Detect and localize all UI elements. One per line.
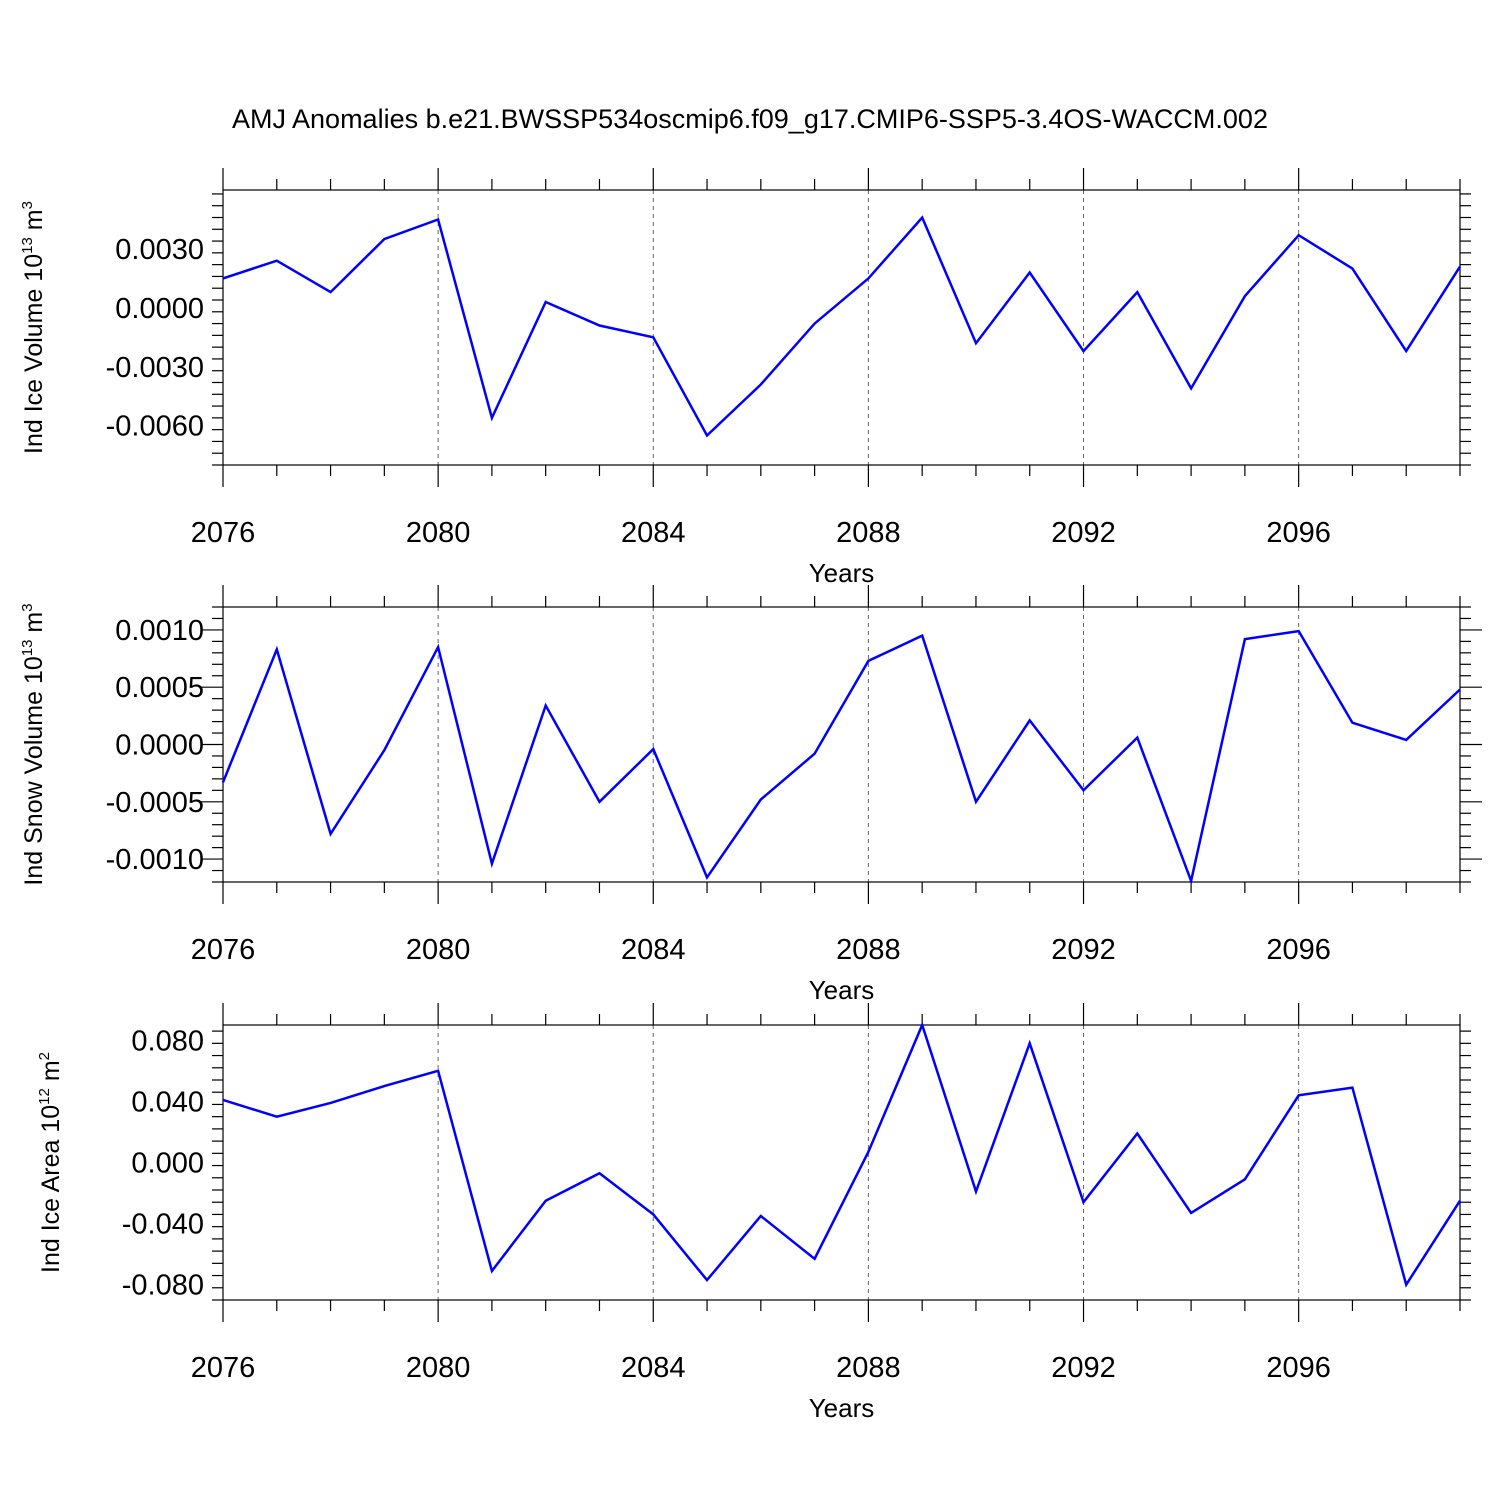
ice-volume-plot-frame: [222, 189, 1461, 466]
snow-volume-panel: 0.0010 0.0005 0.0000 -0.0005 -0.0010 2076 2080…: [19, 585, 1482, 1005]
ice-volume-x-tick-label: 2096: [1266, 517, 1331, 549]
ice-volume-y-axis-label: Ind Ice Volume 1013 m3: [19, 201, 48, 454]
snow-volume-x-tick-label: 2088: [836, 934, 901, 966]
snow-volume-x-tick-label: 2084: [621, 934, 686, 966]
snow-volume-y-tick-label: 0.0000: [115, 730, 204, 762]
ice-volume-y-tick-label: -0.0060: [106, 411, 204, 443]
snow-volume-x-tick-label: 2096: [1266, 934, 1331, 966]
ice-area-x-axis-label: Years: [809, 1393, 875, 1423]
ice-area-y-tick-label: 0.040: [131, 1086, 204, 1118]
ice-area-y-tick-label: 0.000: [131, 1148, 204, 1180]
ice-volume-x-tick-label: 2080: [406, 517, 471, 549]
ice-area-y-axis-label: Ind Ice Area 1012 m2: [36, 1052, 65, 1273]
ice-area-x-tick-label: 2096: [1266, 1352, 1331, 1384]
ice-volume-series-line: [222, 215, 1462, 438]
ice-volume-y-tick-label: 0.0000: [115, 293, 204, 325]
snow-volume-x-tick-label: 2076: [191, 934, 256, 966]
ice-area-x-tick-label: 2076: [191, 1352, 256, 1384]
snow-volume-y-tick-label: -0.0010: [106, 844, 204, 876]
ice-volume-x-tick-label: 2092: [1051, 517, 1116, 549]
ice-volume-x-tick-label: 2088: [836, 517, 901, 549]
snow-volume-y-tick-label: 0.0005: [115, 672, 204, 704]
snow-volume-x-axis-label: Years: [809, 975, 875, 1005]
snow-volume-plot-frame: [222, 606, 1461, 883]
ice-area-x-tick-label: 2092: [1051, 1352, 1116, 1384]
ice-area-x-tick-label: 2088: [836, 1352, 901, 1384]
figure-title: AMJ Anomalies b.e21.BWSSP534oscmip6.f09_…: [232, 104, 1268, 134]
ice-area-y-tick-label: -0.080: [122, 1270, 204, 1302]
snow-volume-series-line: [221, 629, 1461, 886]
ice-area-x-tick-label: 2080: [406, 1352, 471, 1384]
snow-volume-x-tick-label: 2080: [406, 934, 471, 966]
ice-area-x-tick-label: 2084: [621, 1352, 686, 1384]
ice-area-y-tick-label: -0.040: [122, 1209, 204, 1241]
ice-volume-x-axis-label: Years: [809, 558, 875, 588]
ice-area-series-line: [222, 1021, 1462, 1288]
ice-volume-y-tick-label: -0.0030: [106, 352, 204, 384]
snow-volume-y-tick-label: 0.0010: [115, 615, 204, 647]
ice-volume-x-tick-label: 2084: [621, 517, 686, 549]
snow-volume-y-tick-label: -0.0005: [106, 787, 204, 819]
snow-volume-y-axis-label: Ind Snow Volume 1013 m3: [19, 603, 48, 885]
ice-area-plot-frame: [222, 1024, 1461, 1301]
ice-volume-x-tick-label: 2076: [191, 517, 256, 549]
snow-volume-x-tick-label: 2092: [1051, 934, 1116, 966]
ice-volume-panel: 0.0030 0.0000 -0.0030 -0.0060 2076 2080 2084 20…: [19, 168, 1471, 588]
ice-area-panel: 0.080 0.040 0.000 -0.040 -0.080 2076 2080 2084 2…: [36, 1003, 1471, 1423]
ice-area-y-tick-label: 0.080: [131, 1025, 204, 1057]
ice-volume-y-tick-label: 0.0030: [115, 234, 204, 266]
